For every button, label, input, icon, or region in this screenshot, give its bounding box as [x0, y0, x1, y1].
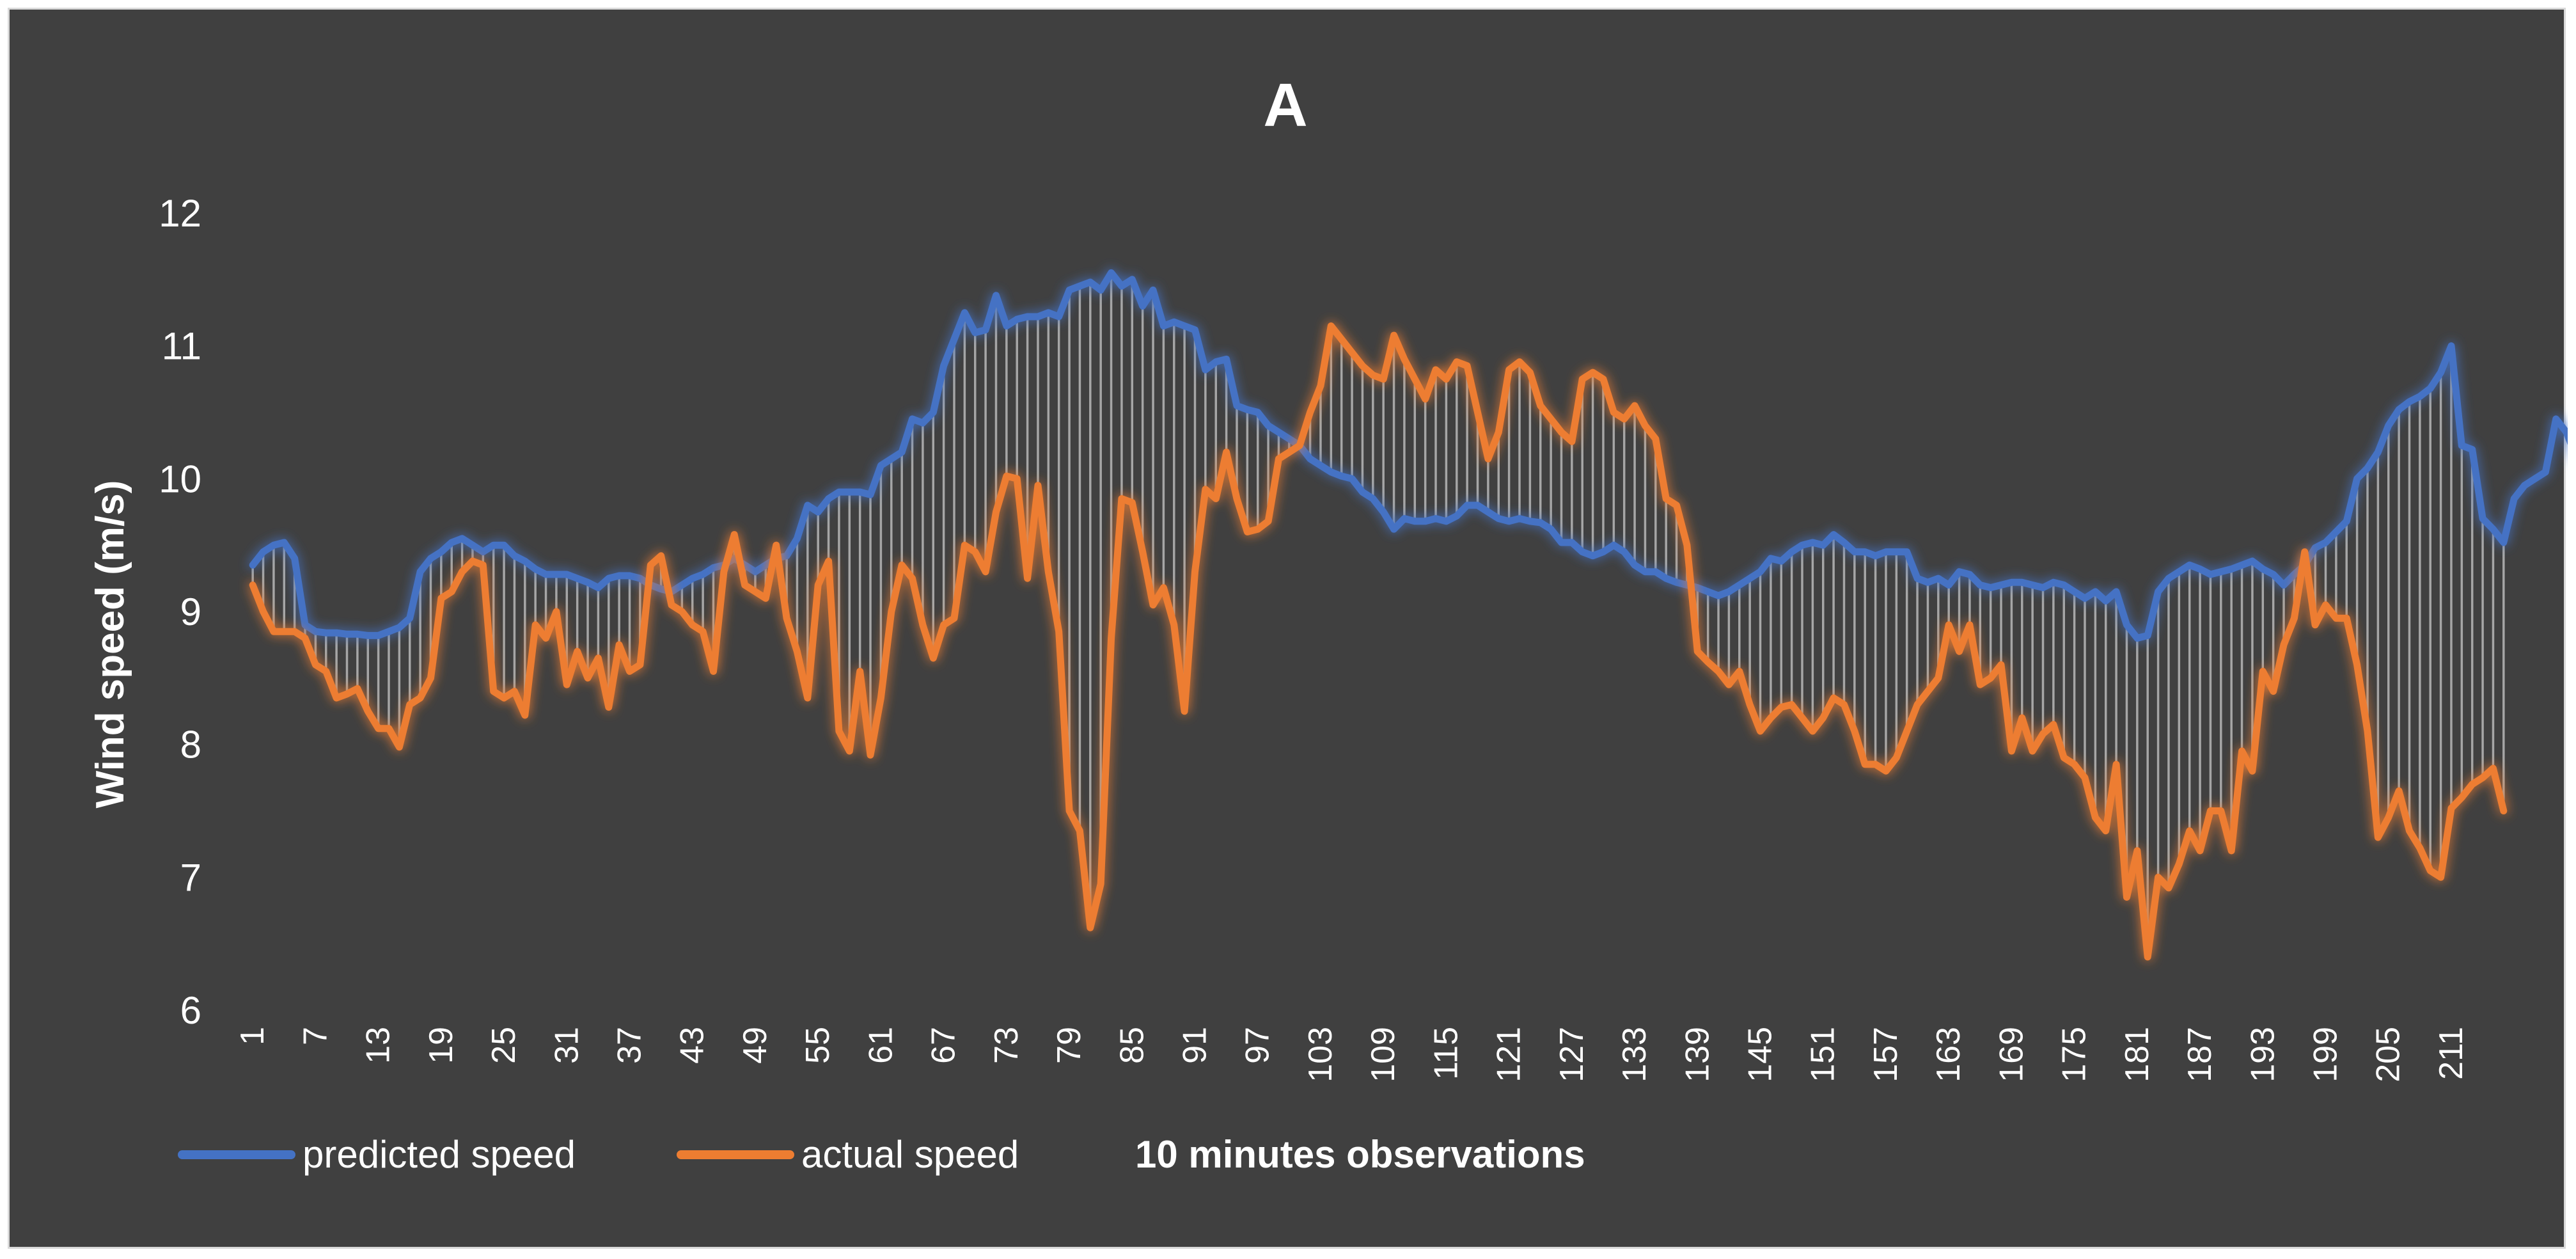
y-tick-label: 10	[159, 457, 201, 500]
x-tick-label: 79	[1051, 1027, 1088, 1064]
y-tick-label: 7	[180, 856, 201, 899]
x-tick-label: 181	[2119, 1027, 2156, 1082]
x-tick-label: 133	[1616, 1027, 1653, 1082]
x-tick-label: 193	[2244, 1027, 2281, 1082]
x-tick-label: 19	[423, 1027, 460, 1064]
y-axis-label: Wind speed (m/s)	[88, 480, 132, 809]
x-tick-label: 211	[2433, 1027, 2470, 1080]
x-tick-label: 205	[2370, 1027, 2407, 1082]
x-tick-label: 127	[1553, 1027, 1590, 1082]
legend-label-predicted: predicted speed	[302, 1133, 576, 1176]
x-tick-label: 115	[1427, 1027, 1465, 1080]
x-tick-label: 187	[2181, 1027, 2219, 1082]
x-tick-label: 13	[360, 1027, 397, 1064]
y-tick-label: 6	[180, 989, 201, 1032]
x-tick-label: 151	[1805, 1027, 1842, 1082]
x-tick-label: 7	[297, 1027, 334, 1045]
x-tick-label: 145	[1742, 1027, 1779, 1082]
x-tick-label: 85	[1113, 1027, 1151, 1064]
x-tick-label: 67	[925, 1027, 962, 1064]
x-tick-label: 163	[1930, 1027, 1967, 1082]
x-tick-label: 37	[611, 1027, 648, 1064]
x-tick-label: 103	[1302, 1027, 1339, 1082]
x-tick-label: 139	[1679, 1027, 1716, 1082]
legend-label-actual: actual speed	[801, 1133, 1019, 1176]
x-tick-label: 91	[1177, 1027, 1214, 1064]
y-tick-label: 9	[180, 590, 201, 633]
x-tick-label: 1	[234, 1027, 271, 1045]
x-tick-label: 43	[674, 1027, 711, 1064]
y-tick-label: 12	[159, 192, 201, 235]
x-axis-label: 10 minutes observations	[1135, 1133, 1585, 1176]
x-tick-label: 73	[988, 1027, 1025, 1064]
y-tick-label: 8	[180, 724, 201, 766]
x-tick-label: 25	[485, 1027, 522, 1064]
chart-title: A	[1263, 71, 1307, 139]
x-tick-label: 55	[799, 1027, 836, 1064]
x-tick-label: 31	[548, 1027, 585, 1064]
x-tick-label: 97	[1239, 1027, 1276, 1064]
x-tick-label: 175	[2056, 1027, 2093, 1082]
x-tick-label: 109	[1365, 1027, 1402, 1082]
x-tick-label: 199	[2307, 1027, 2344, 1082]
x-tick-label: 157	[1867, 1027, 1905, 1082]
x-tick-label: 61	[862, 1027, 899, 1064]
x-tick-label: 169	[1993, 1027, 2030, 1082]
y-axis-ticks: 6 7 8 9 10 11 12	[159, 192, 201, 1032]
x-tick-label: 121	[1491, 1027, 1528, 1082]
chart-frame: A Wind speed (m/s) 6 7 8 9 10 11 12 1 7 13 19 25 31…	[8, 8, 2568, 1249]
x-tick-label: 49	[737, 1027, 774, 1064]
x-axis-ticks: 1 7 13 19 25 31 37 43 49 55 61 67 73 79 85 91 97 103 109 11…	[234, 1027, 2470, 1082]
actual-speed-line	[249, 322, 2508, 961]
legend: predicted speed actual speed 10 minutes …	[178, 1133, 1585, 1176]
y-tick-label: 11	[162, 325, 201, 368]
series-layer	[249, 269, 2568, 961]
